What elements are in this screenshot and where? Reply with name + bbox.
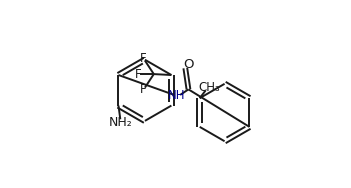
Text: CH₃: CH₃ — [198, 80, 220, 94]
Text: O: O — [184, 58, 194, 71]
Text: F: F — [135, 68, 142, 81]
Text: F: F — [140, 52, 146, 65]
Text: F: F — [140, 83, 146, 96]
Text: NH: NH — [168, 89, 185, 102]
Text: NH₂: NH₂ — [108, 116, 132, 129]
